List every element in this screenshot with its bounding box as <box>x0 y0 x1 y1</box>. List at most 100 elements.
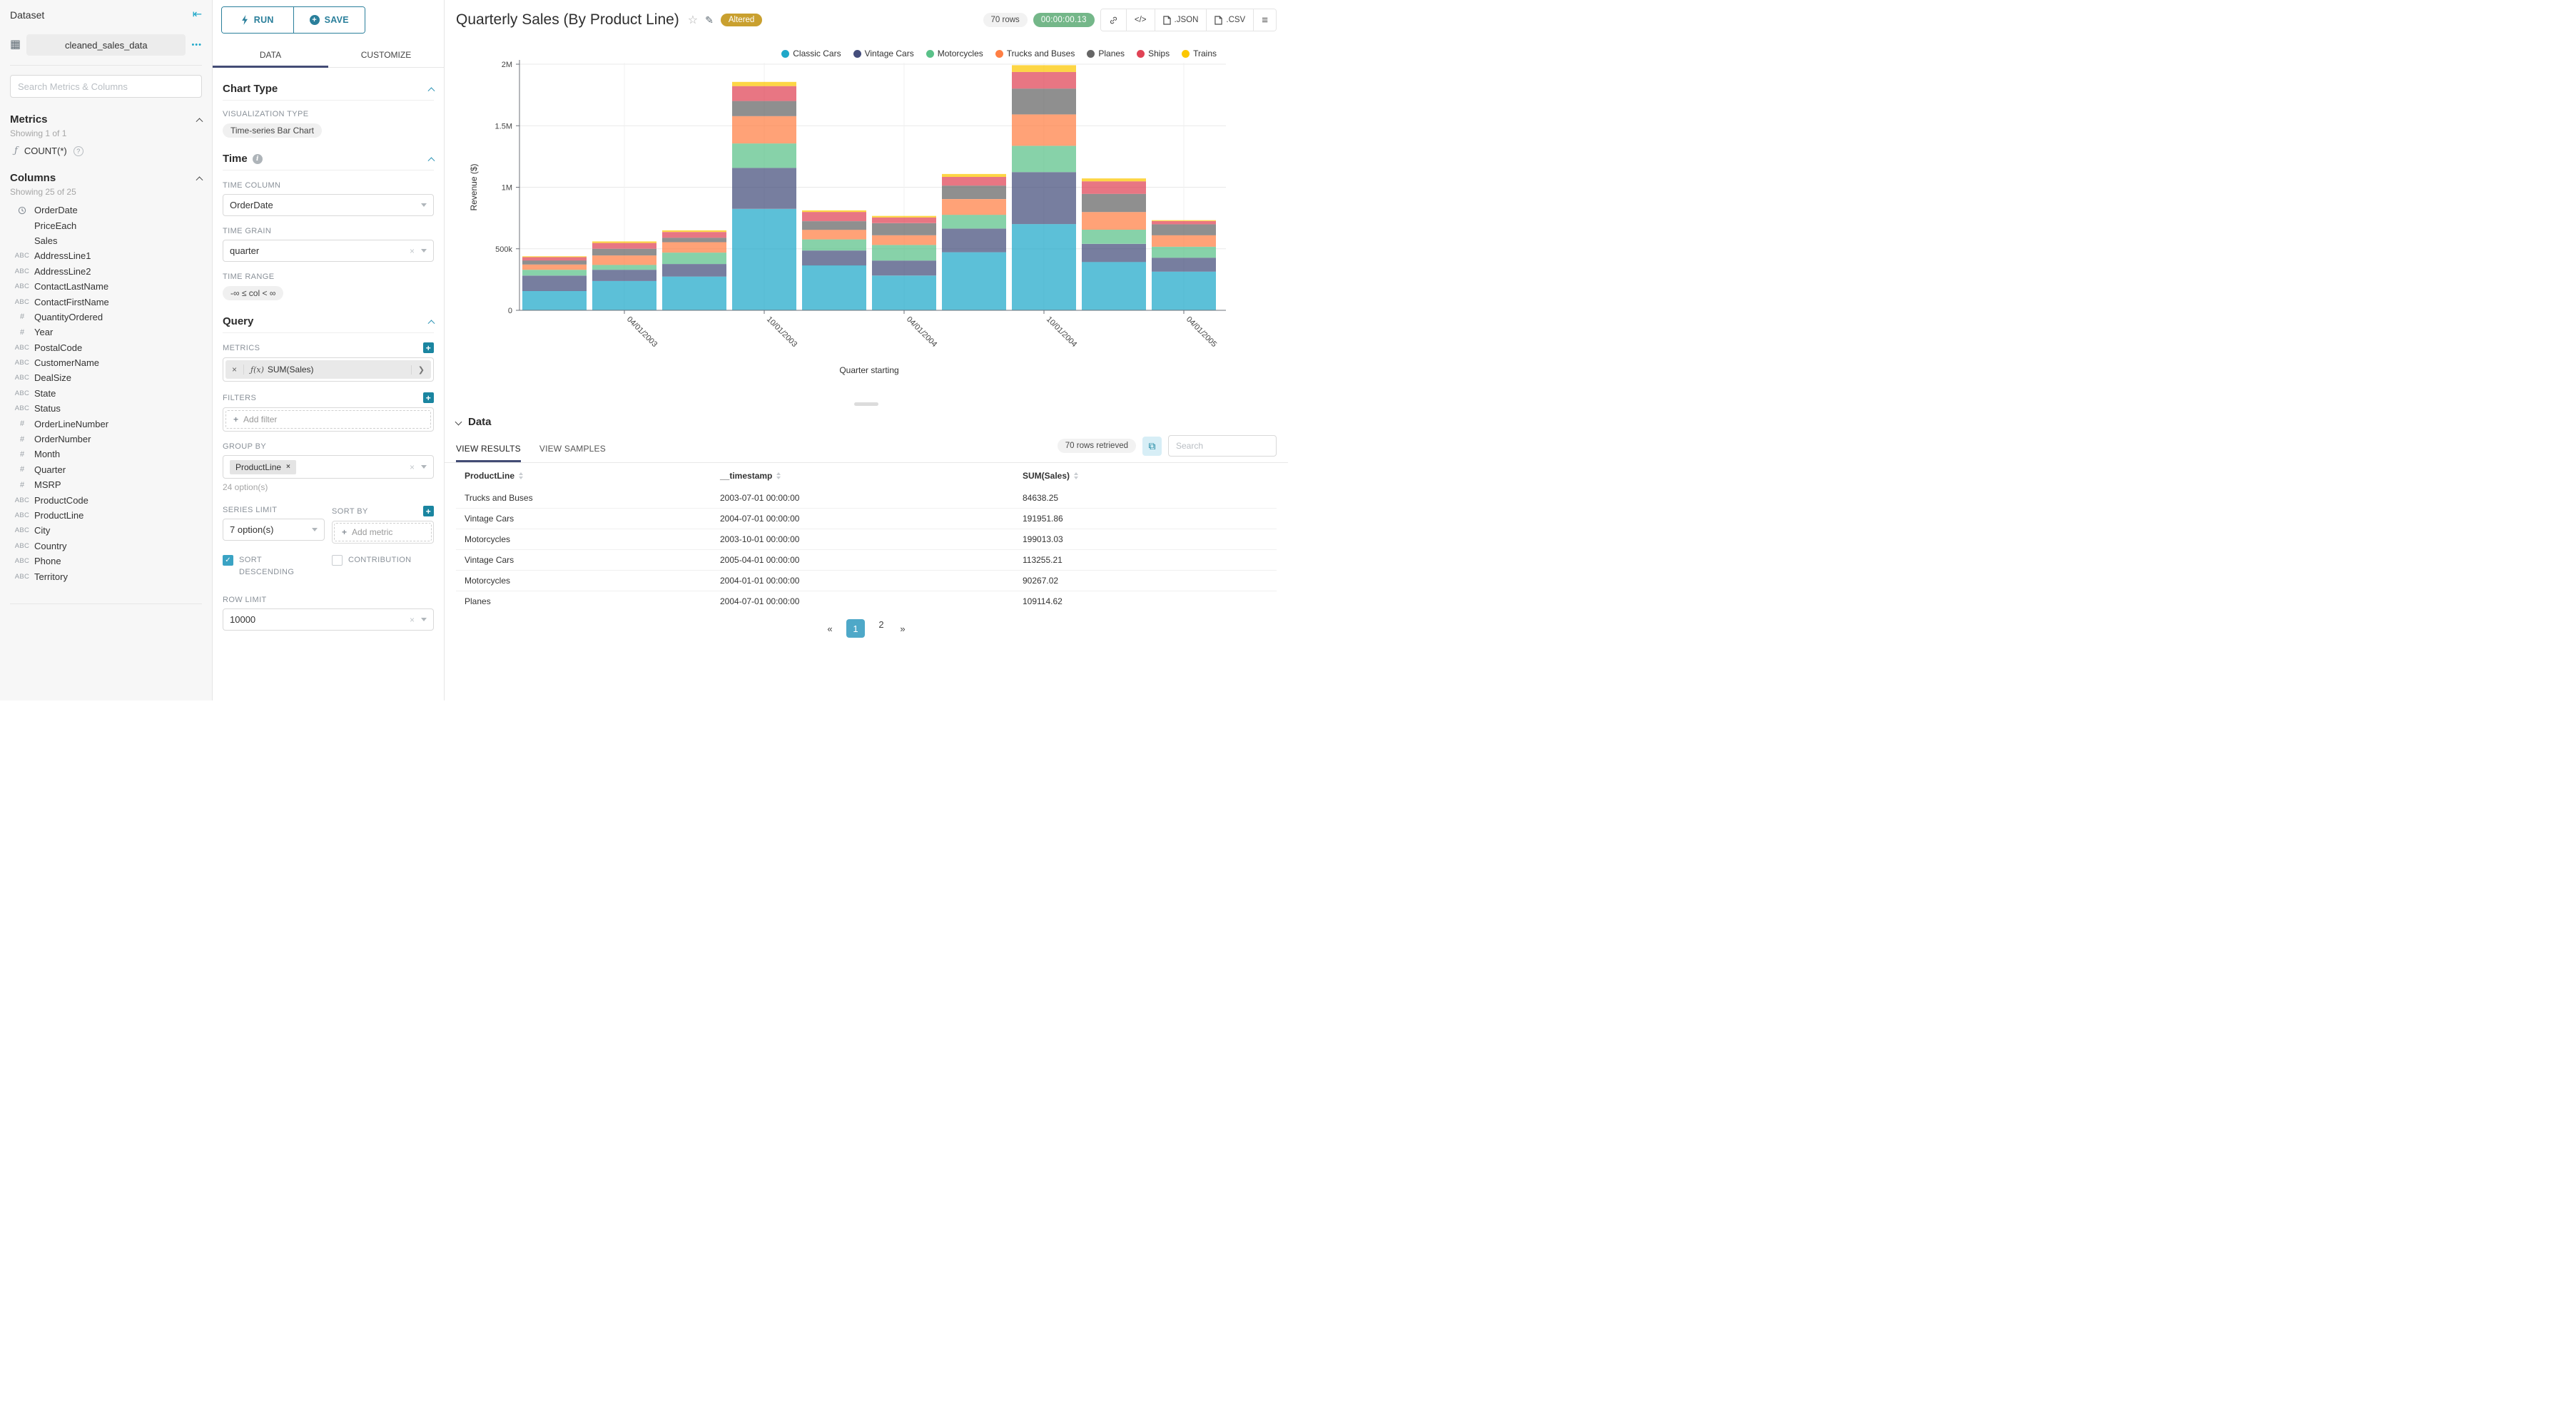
column-item[interactable]: ABC Status <box>10 401 202 416</box>
group-by-select[interactable]: ProductLine × × <box>223 455 434 479</box>
dataset-options-icon[interactable]: ••• <box>191 41 202 49</box>
table-row[interactable]: Vintage Cars 2004-07-01 00:00:00 191951.… <box>456 508 1277 529</box>
chart-svg[interactable]: 0 500k 1M 1.5M 2M 04/01/2003 10/01/2003 04/01/2… <box>445 58 1288 395</box>
table-row[interactable]: Motorcycles 2003-10-01 00:00:00 199013.0… <box>456 529 1277 549</box>
pagination-page-1[interactable]: 1 <box>846 619 865 638</box>
time-range-pill[interactable]: -∞ ≤ col < ∞ <box>223 286 284 300</box>
series-limit-select[interactable]: 7 option(s) <box>223 519 325 541</box>
pagination-next[interactable]: » <box>900 623 906 634</box>
metric-item[interactable]: ƒ COUNT(*) ? <box>10 146 202 156</box>
column-item[interactable]: ABC DealSize <box>10 370 202 385</box>
group-by-chip[interactable]: ProductLine × <box>230 459 296 474</box>
column-header-productline[interactable]: ProductLine <box>456 471 720 481</box>
legend-item[interactable]: Ships <box>1137 49 1170 58</box>
tab-data[interactable]: DATA <box>213 44 328 68</box>
export-json-button[interactable]: .JSON <box>1154 9 1207 31</box>
help-icon[interactable]: ? <box>73 146 83 156</box>
legend-item[interactable]: Classic Cars <box>781 49 841 58</box>
table-row[interactable]: Trucks and Buses 2003-07-01 00:00:00 846… <box>456 487 1277 508</box>
column-header-sum-sales[interactable]: SUM(Sales) <box>1023 471 1277 481</box>
save-button[interactable]: + SAVE <box>293 7 365 33</box>
column-item[interactable]: ABC ProductCode <box>10 492 202 507</box>
column-item[interactable]: # Year <box>10 325 202 340</box>
column-item[interactable]: # MSRP <box>10 477 202 492</box>
column-item[interactable]: ABC Phone <box>10 554 202 569</box>
column-item[interactable]: # Quarter <box>10 462 202 477</box>
share-link-button[interactable] <box>1100 9 1126 31</box>
table-row[interactable]: Planes 2004-07-01 00:00:00 109114.62 <box>456 591 1277 611</box>
column-item[interactable]: ABC ContactLastName <box>10 279 202 294</box>
clear-icon[interactable]: × <box>409 245 415 256</box>
remove-metric-icon[interactable]: × <box>225 365 245 375</box>
collapse-panel-icon[interactable]: ⇤ <box>192 9 202 21</box>
legend-item[interactable]: Vintage Cars <box>853 49 914 58</box>
clear-icon[interactable]: × <box>409 462 415 472</box>
checkbox-checked-icon[interactable]: ✓ <box>223 555 233 566</box>
chart-type-section-header[interactable]: Chart Type <box>223 83 435 101</box>
column-item[interactable]: ABC AddressLine2 <box>10 264 202 279</box>
edit-icon[interactable]: ✎ <box>705 14 714 26</box>
add-filter-button[interactable]: + <box>423 392 434 403</box>
run-button[interactable]: RUN <box>222 7 293 33</box>
menu-button[interactable]: ≡ <box>1253 9 1276 31</box>
column-item[interactable]: ABC PostalCode <box>10 340 202 355</box>
dataset-name[interactable]: cleaned_sales_data <box>26 34 186 56</box>
metric-pill[interactable]: × ƒ(x) SUM(Sales) ❯ <box>225 360 431 379</box>
metrics-section-header[interactable]: Metrics <box>10 113 203 126</box>
metrics-label-row: METRICS + <box>223 342 434 353</box>
results-search-input[interactable] <box>1168 435 1277 457</box>
columns-section-header[interactable]: Columns <box>10 172 203 184</box>
column-item[interactable]: OrderDate <box>10 203 202 218</box>
column-item[interactable]: ABC ContactFirstName <box>10 294 202 309</box>
expand-metric-icon[interactable]: ❯ <box>410 365 431 375</box>
column-header-timestamp[interactable]: __timestamp <box>720 471 1023 481</box>
tab-view-results[interactable]: VIEW RESULTS <box>456 437 521 462</box>
column-item[interactable]: # QuantityOrdered <box>10 310 202 325</box>
column-item[interactable]: ABC Country <box>10 539 202 554</box>
filters-label-row: FILTERS + <box>223 392 434 403</box>
clear-icon[interactable]: × <box>409 614 415 625</box>
search-metrics-input[interactable] <box>10 75 202 98</box>
add-metric-button[interactable]: + <box>423 342 434 353</box>
query-section-header[interactable]: Query <box>223 315 435 333</box>
table-row[interactable]: Vintage Cars 2005-04-01 00:00:00 113255.… <box>456 549 1277 570</box>
legend-item[interactable]: Motorcycles <box>926 49 983 58</box>
column-item[interactable]: PriceEach <box>10 218 202 233</box>
row-limit-select[interactable]: 10000 × <box>223 608 434 631</box>
column-item[interactable]: ABC City <box>10 523 202 538</box>
add-sort-metric-button[interactable]: + <box>423 506 434 516</box>
tab-view-samples[interactable]: VIEW SAMPLES <box>539 443 606 454</box>
column-item[interactable]: ABC CustomerName <box>10 355 202 370</box>
add-filter-dropzone[interactable]: + Add filter <box>225 410 431 429</box>
time-column-select[interactable]: OrderDate <box>223 194 434 216</box>
data-panel-header[interactable]: Data <box>445 406 1288 428</box>
column-item[interactable]: ABC AddressLine1 <box>10 248 202 263</box>
copy-button[interactable]: ⧉ <box>1142 436 1162 456</box>
column-item[interactable]: ABC Territory <box>10 569 202 584</box>
checkbox-unchecked-icon[interactable] <box>332 555 343 566</box>
add-sort-metric-dropzone[interactable]: + Add metric <box>334 523 432 541</box>
column-item[interactable]: Sales <box>10 233 202 248</box>
legend-item[interactable]: Trains <box>1182 49 1217 58</box>
favorite-star-icon[interactable]: ☆ <box>687 14 699 26</box>
legend-item[interactable]: Planes <box>1087 49 1125 58</box>
table-row[interactable]: Motorcycles 2004-01-01 00:00:00 90267.02 <box>456 570 1277 591</box>
pagination-prev[interactable]: « <box>827 623 833 634</box>
altered-badge[interactable]: Altered <box>720 14 763 26</box>
legend-item[interactable]: Trucks and Buses <box>995 49 1075 58</box>
column-item[interactable]: # OrderLineNumber <box>10 416 202 431</box>
column-item[interactable]: ABC State <box>10 386 202 401</box>
export-csv-button[interactable]: .CSV <box>1206 9 1254 31</box>
tab-customize[interactable]: CUSTOMIZE <box>360 50 412 60</box>
embed-code-button[interactable]: </> <box>1125 9 1155 31</box>
time-section-header[interactable]: Time i <box>223 153 435 170</box>
column-item[interactable]: # Month <box>10 447 202 462</box>
column-item[interactable]: # OrderNumber <box>10 432 202 447</box>
remove-chip-icon[interactable]: × <box>286 463 290 471</box>
column-item[interactable]: ABC ProductLine <box>10 508 202 523</box>
resize-drag-handle[interactable] <box>854 402 878 406</box>
pagination-page-2[interactable]: 2 <box>878 619 884 630</box>
viz-type-pill[interactable]: Time-series Bar Chart <box>223 123 322 138</box>
bar-segment <box>592 265 656 270</box>
time-grain-select[interactable]: quarter × <box>223 240 434 262</box>
